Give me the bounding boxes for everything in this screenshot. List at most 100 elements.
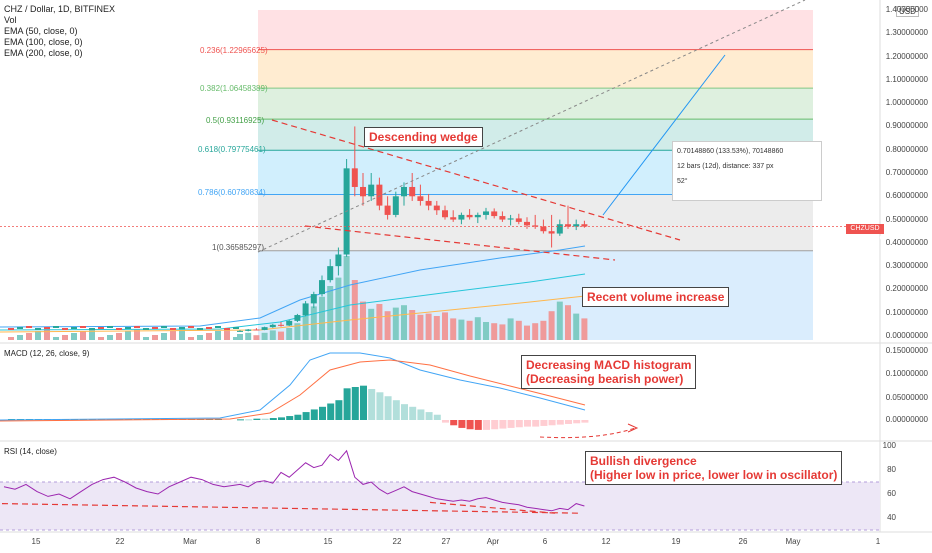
candle-body [269, 324, 276, 328]
macd-hist-bar [343, 388, 351, 420]
volume-bar [442, 312, 448, 340]
volume-bar [98, 337, 104, 340]
price-tick: 0.60000000 [885, 191, 928, 201]
candle-body [384, 205, 391, 215]
candle-body [134, 326, 140, 328]
candle-body [351, 168, 358, 187]
fib-label-0618: 0.618(0.79775461) [198, 145, 266, 154]
volume-bar [35, 331, 41, 340]
date-tick: 19 [671, 537, 681, 546]
macd-hist-bar [573, 420, 581, 424]
volume-bar [215, 331, 221, 340]
legend-ema100[interactable]: EMA (100, close, 0) [4, 37, 83, 47]
volume-bar [310, 306, 317, 340]
macd-hist-bar [376, 392, 384, 420]
candle-body [442, 210, 448, 218]
volume-bar [80, 331, 86, 340]
volume-bar [8, 337, 14, 340]
candle-body [35, 328, 41, 330]
macd-hist-bar [548, 420, 556, 426]
macd-hist-bar [294, 414, 302, 420]
annotation-macd-line1: Decreasing MACD histogram [526, 358, 692, 372]
rsi-divergence-line [1, 503, 581, 514]
trend-dotted-line [257, 0, 806, 253]
volume-bar [302, 313, 309, 340]
volume-bar [327, 286, 334, 340]
volume-bar [540, 320, 547, 340]
annotation-wedge[interactable]: Descending wedge [364, 127, 483, 147]
measure-price: 0.70148860 (133.53%), 70148860 [677, 148, 784, 155]
candle-body [310, 294, 317, 304]
macd-arrow [539, 427, 636, 439]
volume-bar [360, 301, 366, 340]
candle-body [409, 186, 416, 197]
candle-body [515, 218, 522, 222]
legend-ema50[interactable]: EMA (50, close, 0) [4, 26, 78, 36]
macd-hist-bar [499, 420, 507, 429]
volume-bar [134, 329, 140, 340]
candle-body [474, 214, 481, 218]
wedge-lower-line [304, 225, 616, 261]
candle-body [233, 327, 239, 329]
price-tick: 1.20000000 [885, 51, 928, 61]
volume-bar [233, 337, 239, 340]
candle-body [425, 200, 432, 206]
candle-body [327, 266, 334, 281]
annotation-macd[interactable]: Decreasing MACD histogram (Decreasing be… [521, 355, 697, 389]
date-tick: May [785, 537, 801, 546]
volume-bar [161, 333, 167, 340]
symbol-title[interactable]: CHZ / Dollar, 1D, BITFINEX [4, 4, 116, 14]
candle-body [499, 216, 506, 220]
currency-label[interactable]: USD [896, 6, 919, 17]
measure-bars: 12 bars (12d), distance: 337 px [677, 163, 774, 170]
volume-bar [26, 333, 32, 340]
price-tick: 0.40000000 [885, 237, 928, 247]
macd-hist-bar [368, 388, 376, 420]
volume-bar [269, 330, 276, 340]
volume-bar [368, 308, 375, 340]
legend-volume[interactable]: Vol [4, 15, 17, 25]
candle-body [573, 224, 580, 227]
macd-hist-bar [581, 420, 589, 423]
macd-hist-bar [261, 418, 269, 420]
volume-bar [197, 335, 203, 340]
macd-legend[interactable]: MACD (12, 26, close, 9) [4, 349, 90, 358]
macd-hist-bar [360, 385, 367, 420]
annotation-volume[interactable]: Recent volume increase [582, 287, 730, 307]
price-tick: 0.30000000 [885, 261, 928, 271]
macd-hist-bar [491, 420, 499, 430]
volume-bar [89, 329, 95, 340]
volume-bar [319, 296, 325, 340]
rsi-legend[interactable]: RSI (14, close) [4, 447, 57, 456]
volume-bar [392, 307, 399, 340]
volume-bar [188, 337, 194, 340]
volume-bar [556, 301, 563, 340]
volume-bar [253, 335, 260, 340]
candle-body [179, 327, 185, 329]
rsi-tick: 40 [887, 513, 896, 522]
legend-ema200[interactable]: EMA (200, close, 0) [4, 48, 83, 58]
date-tick: 22 [115, 537, 125, 546]
current-price-tag: CHZUSD 0.47010000 [846, 224, 884, 242]
macd-hist-bar [384, 396, 392, 420]
candle-body [450, 217, 457, 220]
candle-body [524, 221, 530, 226]
volume-bar [294, 323, 301, 340]
macd-hist-bar [442, 420, 449, 423]
macd-hist-bar [107, 419, 114, 420]
macd-hist-bar [524, 420, 531, 427]
annotation-rsi-line2: (Higher low in price, lower low in oscil… [590, 468, 838, 482]
candle-body [161, 326, 167, 328]
candle-body [335, 254, 342, 267]
candle-body [286, 320, 293, 326]
date-tick: 8 [255, 537, 261, 546]
volume-bar [179, 329, 185, 340]
candle-body [116, 328, 122, 330]
candle-body [483, 211, 489, 215]
macd-hist-bar [245, 419, 253, 421]
volume-bar [581, 318, 588, 340]
annotation-rsi[interactable]: Bullish divergence (Higher low in price,… [585, 451, 843, 485]
volume-bar [143, 337, 149, 340]
macd-hist-bar [474, 420, 482, 430]
